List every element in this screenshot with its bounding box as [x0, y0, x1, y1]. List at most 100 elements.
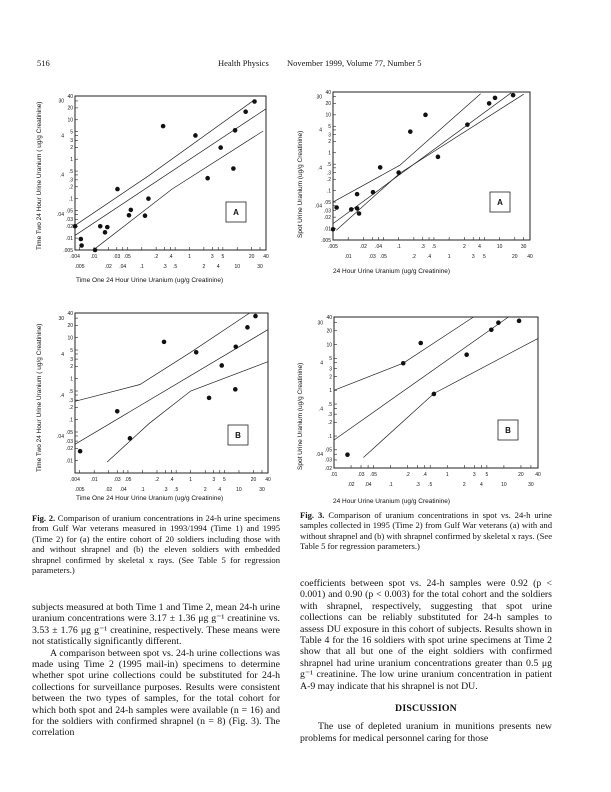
fig2b-data-point: [245, 325, 250, 330]
fig3a-x-tick-label: .3: [421, 244, 425, 250]
fig3a-y-axis-title: Spot Urine Uranium (ug/g Creatinine): [297, 130, 304, 238]
fig3b-x-axis-title: 24 Hour Urine Uranium (ug/g Creatinine): [333, 498, 451, 505]
fig2a-x-tick-label: 1: [188, 254, 191, 260]
fig2b-x-tick-label: .05: [124, 477, 131, 483]
fig2b-x-tick-label: .1: [140, 487, 144, 493]
fig2b-x-tick-label: .005: [75, 487, 85, 493]
fig3a-data-point: [354, 191, 360, 197]
fig3b-y-axis-title: Spot Urine Uranium (ug/g Creatinine): [297, 362, 304, 470]
fig3b-x-tick-label: .3: [416, 482, 420, 488]
fig3a-y-tick-label: .1: [327, 188, 331, 194]
fig3a-regression-upper: [332, 93, 481, 203]
fig3b-y-tick-label: .5: [328, 402, 332, 408]
fig3b-plot-frame: [333, 316, 539, 469]
fig2a-y-tick-label: 1: [70, 157, 73, 163]
right-column: coefficients between spot vs. 24-h sampl…: [300, 578, 552, 744]
fig3b-y-tick-label: 4: [320, 361, 323, 367]
fig3b-x-tick-label: .04: [365, 482, 372, 488]
fig3b-x-tick-label: .2: [406, 472, 410, 478]
fig2b-y-tick-label: 3: [70, 357, 73, 363]
fig3a-y-tick-label: 30: [316, 95, 322, 101]
fig2b-x-tick-label: .3: [163, 487, 167, 493]
fig2a-data-point: [232, 128, 238, 133]
fig3a-data-point: [492, 95, 498, 101]
fig2a-regression-upper: [74, 99, 255, 226]
fig2b-x-axis-title: Time One 24 Hour Urine Uranium (ug/g Cre…: [76, 495, 224, 502]
fig3a-y-tick-label: .05: [324, 200, 331, 206]
fig2a-data-point: [231, 166, 236, 171]
fig3b-x-tick-label: 40: [535, 472, 541, 478]
fig3b-data-point: [418, 340, 424, 346]
fig3b-x-tick-label: 10: [501, 482, 507, 488]
fig2a-y-tick-label: .03: [66, 217, 73, 223]
fig2b-x-tick-label: .4: [169, 477, 173, 483]
fig2b-x-tick-label: 4: [218, 487, 221, 493]
fig3a-regression-fit: [332, 92, 512, 224]
fig2b-y-tick-label: 10: [67, 335, 73, 341]
fig2a-x-tick-label: .02: [105, 264, 112, 270]
fig3b-y-tick-label: .1: [328, 434, 332, 440]
fig2a-y-tick-label: .5: [69, 169, 73, 175]
fig3b-panel-label-box: [497, 419, 519, 441]
left-paragraph-2: A comparison between spot vs. 24-h urine…: [32, 647, 280, 739]
fig2b-y-tick-label: .04: [57, 434, 64, 440]
fig3b-y-tick-label: 3: [329, 366, 332, 372]
fig2a-x-tick-label: 3: [211, 254, 214, 260]
fig3a-y-tick-label: 20: [325, 101, 331, 107]
fig3b-regression-fit: [333, 316, 509, 441]
fig2a-x-tick-label: 20: [249, 254, 255, 260]
fig3a-y-tick-label: 5: [328, 124, 331, 130]
fig3a-data-point: [354, 206, 360, 211]
fig3b-data-point: [464, 352, 469, 357]
fig3b-x-tick-label: .01: [331, 472, 338, 478]
fig3a-data-point: [377, 165, 383, 170]
fig2b-x-tick-label: .02: [105, 487, 112, 493]
fig2b-x-tick-label: .004: [70, 477, 80, 483]
fig2a-x-tick-label: .3: [162, 264, 166, 270]
fig2b-regression-lower: [106, 361, 269, 463]
fig2a-y-tick-label: .1: [69, 196, 73, 202]
fig2a-data-point: [72, 223, 78, 229]
fig2b-y-tick-label: 20: [67, 323, 73, 329]
fig2b-data-point: [114, 408, 120, 414]
fig3a-y-tick-label: 10: [325, 113, 331, 119]
fig2b-data-point: [127, 436, 133, 441]
fig3a-panel-label-box: [489, 191, 511, 213]
fig2a-data-point: [142, 213, 148, 219]
fig2a-data-point: [205, 175, 210, 181]
fig2a-data-point: [102, 230, 108, 235]
fig2b-data-point: [77, 448, 83, 454]
fig3a-data-point: [486, 101, 492, 106]
fig2a-y-tick-label: .005: [63, 248, 73, 254]
fig3b-y-tick-label: .4: [319, 406, 323, 412]
fig2b-regression-upper: [74, 312, 250, 402]
fig3a-x-tick-label: .05: [380, 254, 387, 260]
fig3a-x-tick-label: .4: [427, 254, 431, 260]
fig3b-y-tick-label: 20: [326, 329, 332, 335]
fig2b-x-tick-label: 5: [223, 477, 226, 483]
fig3a-x-axis-title: 24 Hour Urine Uranium (ug/g Creatinine): [333, 268, 451, 275]
fig3a-x-tick-label: 20: [512, 254, 518, 260]
fig3b-y-tick-label: 1: [329, 388, 332, 394]
fig3a-data-point: [356, 211, 362, 216]
fig2b-data-point: [233, 344, 239, 350]
fig2b-y-tick-label: 40: [67, 311, 73, 317]
fig3a-y-tick-label: .3: [327, 170, 331, 176]
fig3b-x-tick-label: .4: [423, 472, 427, 478]
fig3-caption: Fig. 3. Comparison of uranium concentrat…: [300, 510, 552, 552]
fig3a-data-point: [510, 92, 516, 98]
fig2a-x-tick-label: .2: [154, 254, 158, 260]
fig2b-y-tick-label: .4: [60, 393, 64, 399]
fig2a-y-tick-label: .2: [69, 185, 73, 191]
fig2a-x-tick-label: .04: [119, 264, 126, 270]
fig2a-data-point: [252, 99, 257, 104]
fig3b-y-tick-label: .2: [328, 420, 332, 426]
fig2a-data-point: [78, 236, 84, 242]
page-number: 516: [37, 58, 50, 68]
fig2b-data-point: [161, 339, 167, 345]
fig2a-data-point: [243, 109, 248, 115]
discussion-heading: DISCUSSION: [395, 703, 457, 715]
fig3a-x-tick-label: .01: [345, 254, 352, 260]
fig2b-y-tick-label: 1: [70, 376, 73, 382]
